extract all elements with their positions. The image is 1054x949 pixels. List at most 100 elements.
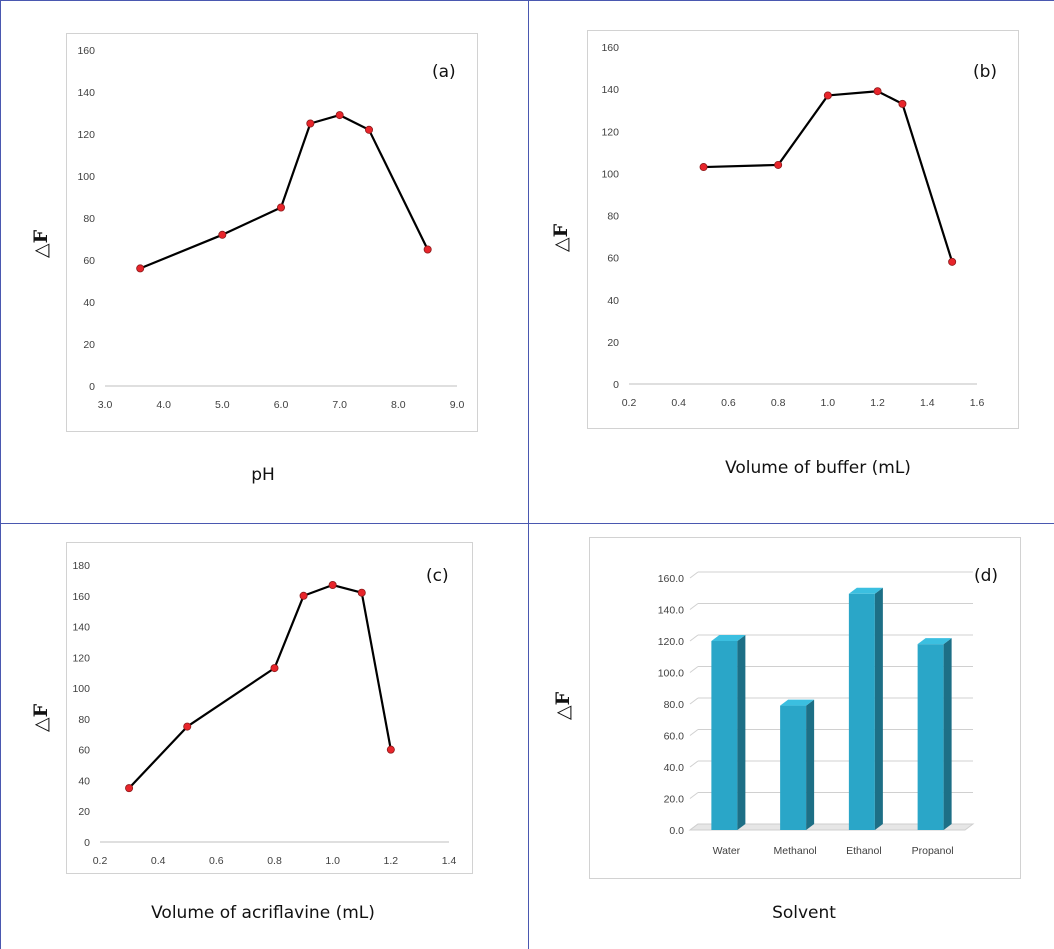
chart-a-ytick-label: 60 [83,255,95,267]
panel-b: 0 20 40 60 80 100 120 140 160 0.2 0.4 0.6 0.8 1.0 1.2 1… [550,30,1019,478]
chart-c-ytick-label: 160 [72,591,90,603]
chart-c: 0 20 40 60 80 100 120 140 160 180 0.2 0.4 0.6 0.8 1.0 1… [72,560,457,867]
chart-a-xtick-label: 9.0 [450,399,465,411]
chart-c-xtitle: Volume of acriflavine (mL) [151,903,375,923]
chart-b-data-point [948,257,957,266]
chart-a-xtitle: pH [251,465,275,485]
chart-c-xtick-label: 0.8 [267,855,282,867]
chart-c-ytick-label: 20 [78,806,90,818]
chart-c-ytick-label: 80 [78,714,90,726]
chart-a-xtick-label: 5.0 [215,399,230,411]
chart-d-bar [917,644,944,830]
chart-d-ytick-label: 160.0 [658,573,684,585]
chart-b-xtick-label: 0.4 [671,397,686,409]
chart-c-annotation: (c) [426,566,449,586]
chart-c-data-point [183,722,192,731]
chart-a-data-point [276,203,285,212]
chart-a-data-point [218,230,227,239]
chart-d-annotation: (d) [974,566,999,586]
chart-b-xtick-label: 0.6 [721,397,736,409]
chart-b-ytick-label: 60 [607,253,619,265]
chart-a: 0 20 40 60 80 100 120 140 160 3.0 4.0 5.0 6.0 7.0 8.0 9… [77,45,465,411]
chart-c-data-point [386,745,395,754]
panel-divider-vertical [528,0,529,949]
chart-c-xtick-label: 1.2 [384,855,399,867]
chart-c-xtick-label: 0.4 [151,855,166,867]
chart-c-xtick-label: 1.4 [442,855,457,867]
chart-c-data-point [299,591,308,600]
chart-d-category-label: Water [713,845,741,857]
chart-a-data-point [335,111,344,120]
chart-c-data-point [328,581,337,590]
chart-d-bar-top [780,699,815,706]
chart-b-ytick-label: 0 [613,379,619,391]
chart-a-frame [66,33,478,432]
chart-d-ytick-label: 120.0 [658,636,684,648]
chart-d-gridline-side [689,729,699,736]
chart-a-data-point [423,245,432,254]
panel-border-top [0,0,1054,1]
chart-a-xtick-label: 3.0 [98,399,113,411]
chart-b-annotation: (b) [973,62,998,82]
chart-d-bar [711,641,738,830]
chart-b-ytick-label: 120 [601,126,619,138]
chart-d-ytick-label: 100.0 [658,668,684,680]
chart-d-gridline-side [689,666,699,673]
chart-c-xtick-label: 0.2 [93,855,108,867]
chart-c-ytick-label: 120 [72,652,90,664]
chart-a-xtick-label: 8.0 [391,399,406,411]
chart-c-ytick-label: 0 [84,837,90,849]
chart-d-gridline-side [689,792,699,799]
chart-d-gridline-side [689,634,699,642]
chart-d-bar-top [711,635,746,641]
chart-a-data-point [306,119,315,128]
panel-c: 0 20 40 60 80 100 120 140 160 180 0.2 0.4 0.6 0.8 1.0 1… [30,542,473,923]
chart-a-ytick-label: 100 [77,171,95,183]
chart-d-bar [780,705,807,830]
chart-b-xtitle: Volume of buffer (mL) [725,458,911,478]
chart-b-ytick-label: 20 [607,337,619,349]
chart-d-bar-side [943,638,952,830]
chart-d-category-label: Methanol [774,845,817,857]
chart-b-data-point [774,160,783,169]
chart-b-data-point [873,87,882,96]
chart-d-ytick-label: 0.0 [669,825,684,837]
chart-a-ytick-label: 120 [77,129,95,141]
chart-b-frame [587,30,1019,429]
chart-b-xtick-label: 1.2 [870,397,885,409]
chart-d-gridline-side [689,603,699,610]
panel-border-left [0,0,1,949]
chart-a-ytick-label: 40 [83,297,95,309]
chart-d-ytick-label: 60.0 [664,731,685,743]
chart-d-ytick-label: 80.0 [664,699,685,711]
chart-a-xtick-label: 4.0 [156,399,171,411]
chart-b-xtick-label: 1.4 [920,397,935,409]
chart-d-category-label: Propanol [912,845,954,857]
chart-d-bar-side [737,635,746,830]
chart-c-ytick-label: 40 [78,775,90,787]
chart-b: 0 20 40 60 80 100 120 140 160 0.2 0.4 0.6 0.8 1.0 1.2 1… [601,42,985,409]
chart-d-ytick-label: 20.0 [664,794,685,806]
chart-c-xtick-label: 1.0 [325,855,340,867]
chart-a-ytick-label: 140 [77,87,95,99]
chart-b-xtick-label: 1.0 [821,397,836,409]
chart-c-xtick-label: 0.6 [209,855,224,867]
chart-b-series-line [703,90,954,263]
chart-c-ytick-label: 140 [72,622,90,634]
chart-d-bar-top [917,638,952,645]
chart-d-ytick-label: 40.0 [664,762,685,774]
chart-b-xtick-label: 1.6 [970,397,985,409]
chart-c-data-point [357,588,366,597]
chart-b-ytick-label: 100 [601,168,619,180]
chart-a-ytick-label: 20 [83,339,95,351]
chart-b-data-point [898,99,907,108]
chart-a-data-point [364,125,373,134]
chart-b-xtick-label: 0.2 [622,397,637,409]
chart-c-ytick-label: 180 [72,560,90,572]
chart-b-data-point [823,91,832,100]
chart-c-frame [66,542,473,874]
chart-a-xtick-label: 6.0 [274,399,289,411]
chart-b-ytick-label: 40 [607,295,619,307]
